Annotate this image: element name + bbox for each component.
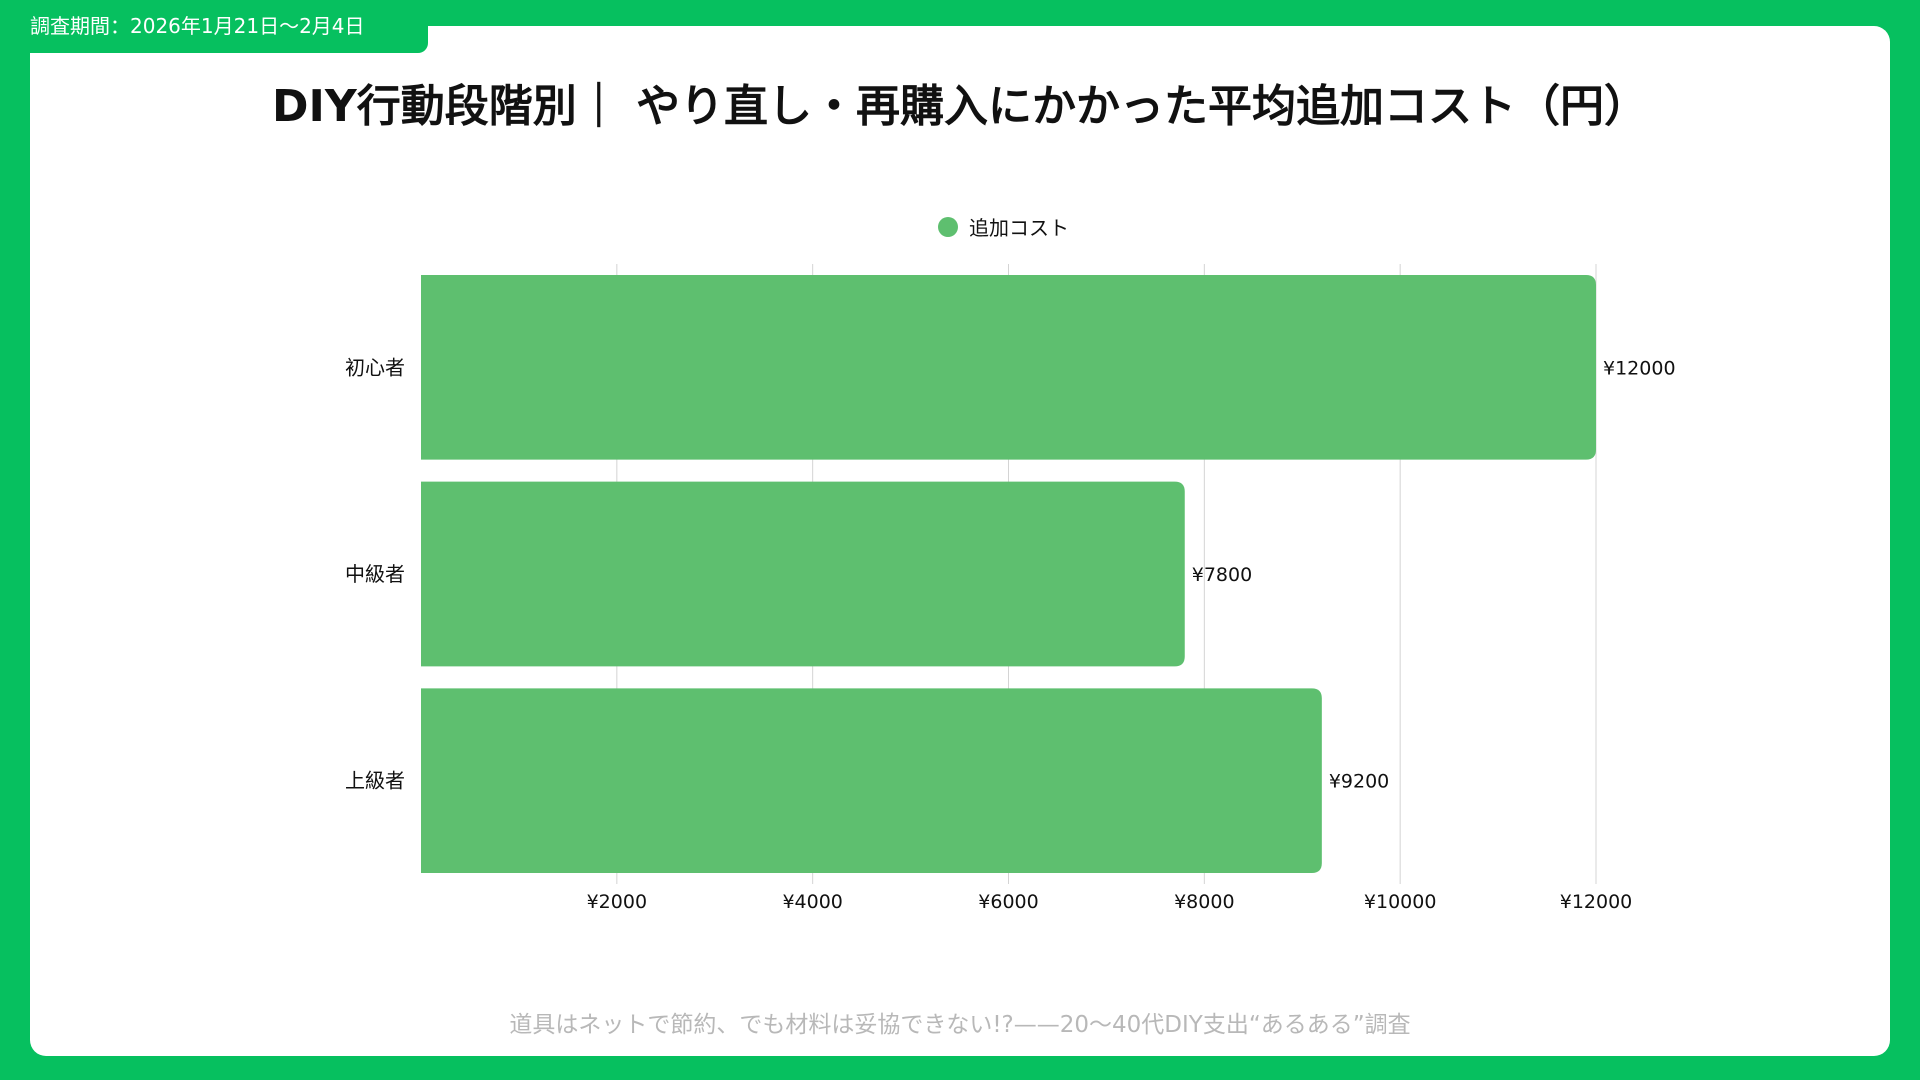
legend: 追加コスト — [938, 216, 1069, 240]
category-label: 上級者 — [345, 769, 405, 793]
bar — [421, 275, 1596, 460]
bar — [421, 481, 1185, 667]
data-label: ¥9200 — [1329, 771, 1389, 793]
category-label: 初心者 — [345, 355, 405, 379]
x-tick-label: ¥12000 — [1560, 891, 1633, 913]
x-tick-label: ¥4000 — [782, 891, 842, 913]
legend-marker — [938, 217, 958, 237]
footer-note: 道具はネットで節約、でも材料は妥協できない!?——20～40代DIY支出“あるあ… — [509, 1012, 1411, 1038]
data-label: ¥12000 — [1603, 357, 1676, 379]
x-tick-label: ¥6000 — [978, 891, 1038, 913]
data-label: ¥7800 — [1192, 564, 1252, 586]
bar — [421, 688, 1322, 873]
x-tick-label: ¥8000 — [1174, 891, 1234, 913]
chart-title: DIY行動段階別｜ やり直し・再購入にかかった平均追加コスト（円） — [271, 81, 1649, 132]
legend-label: 追加コスト — [969, 216, 1069, 240]
bars — [421, 275, 1596, 873]
category-label: 中級者 — [345, 562, 405, 586]
x-axis-ticks: ¥2000 ¥4000 ¥6000 ¥8000 ¥10000 ¥12000 — [587, 891, 1633, 913]
survey-period-tab: 調査期間：2026年1月21日～2月4日 — [0, 0, 428, 53]
x-tick-label: ¥10000 — [1364, 891, 1437, 913]
data-labels: ¥12000 ¥7800 ¥9200 — [1192, 357, 1676, 792]
x-tick-label: ¥2000 — [587, 891, 647, 913]
